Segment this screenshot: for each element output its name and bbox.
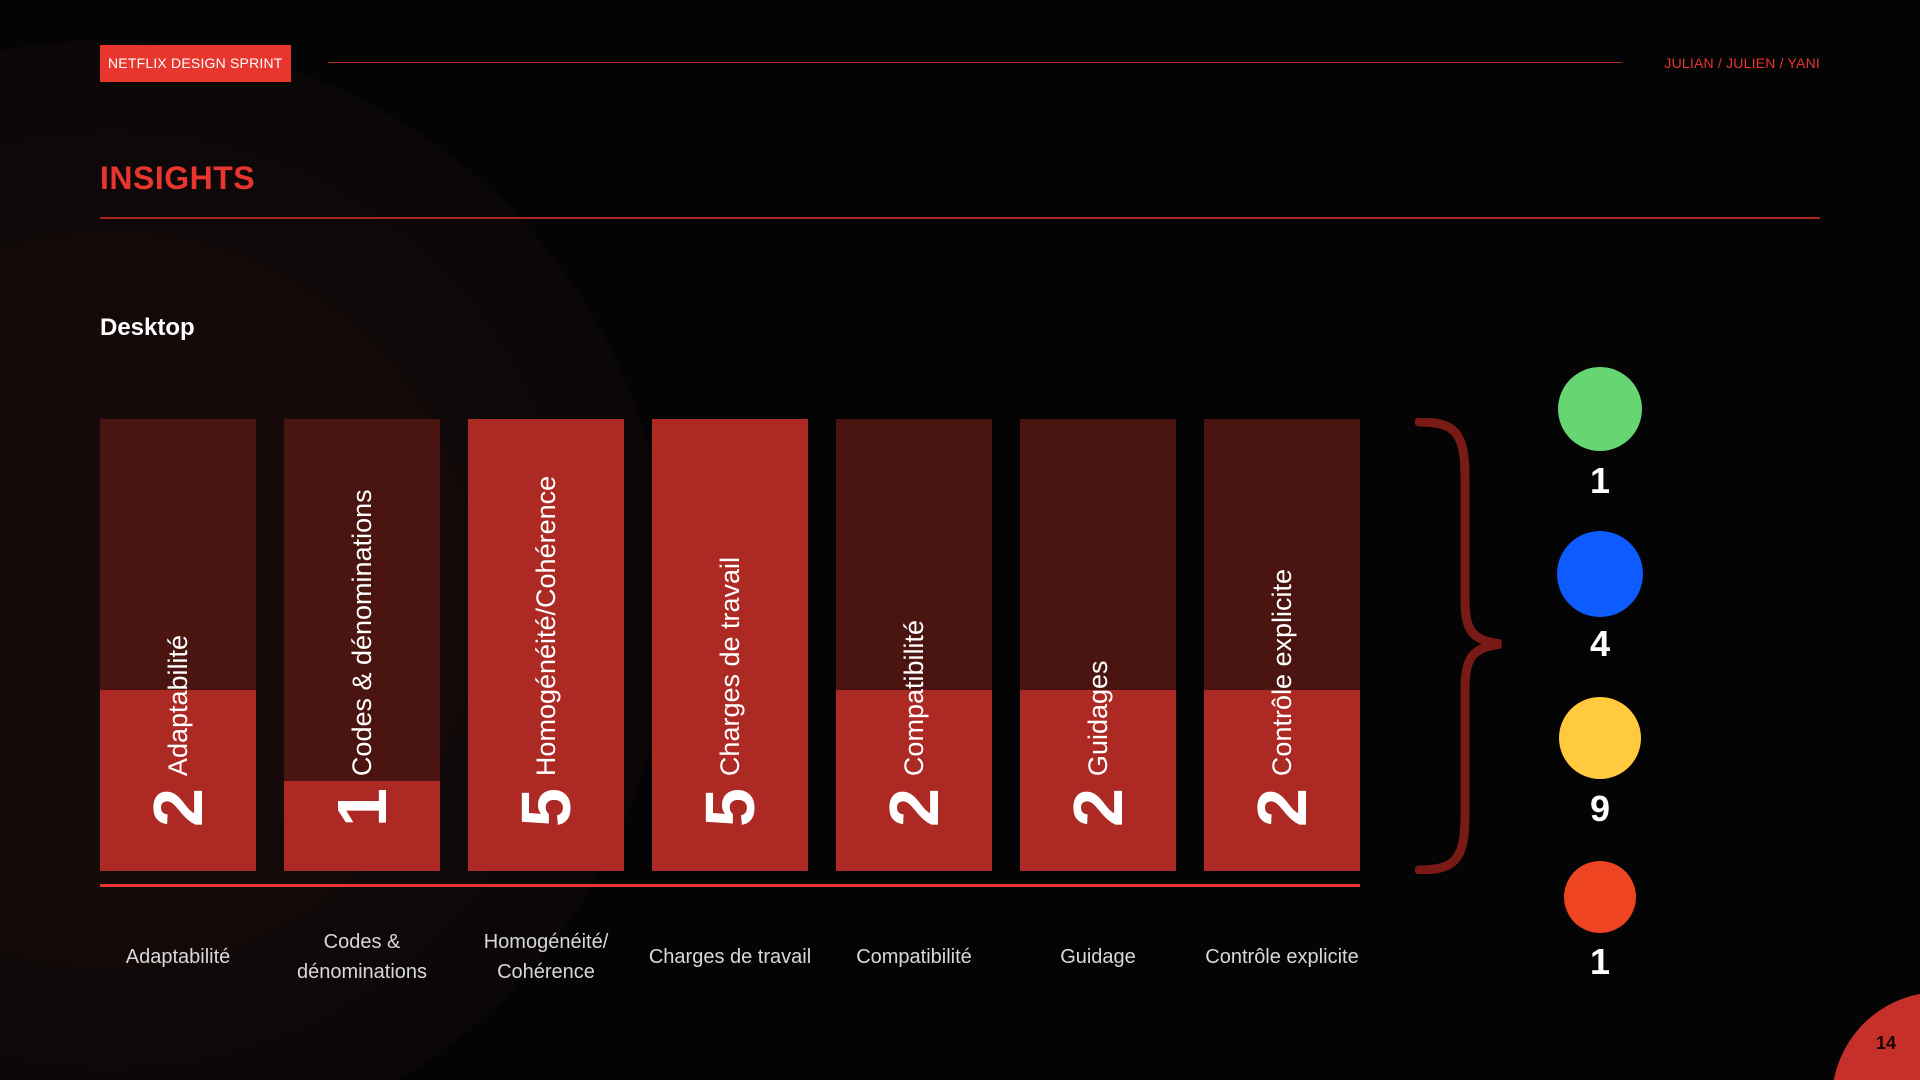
bar-label: Compatibilité	[898, 619, 929, 777]
bar-label: Codes & dénominations	[346, 489, 377, 777]
bar-column: 2 Contrôle explicite	[1204, 419, 1360, 871]
category-label: Codes & dénominations	[296, 931, 428, 983]
sprint-tag: NETFLIX DESIGN SPRINT	[100, 45, 291, 82]
bar-label: Guidages	[1082, 660, 1113, 777]
legend-dot	[1557, 531, 1643, 617]
brace-icon	[1415, 418, 1502, 874]
bar-label: Contrôle explicite	[1266, 568, 1297, 777]
bar-column: 2 Compatibilité	[836, 419, 992, 871]
category-label: Charges de travail	[648, 946, 812, 968]
chart-baseline	[100, 884, 1360, 887]
bar-label: Charges de travail	[714, 556, 745, 777]
bar-text: 5 Homogénéité/Cohérence	[468, 419, 624, 871]
legend-count: 1	[1589, 460, 1611, 501]
legend-dot	[1564, 861, 1636, 933]
authors-label: JULIAN / JULIEN / YANI	[1664, 55, 1820, 71]
legend-dot	[1558, 367, 1642, 451]
section-subtitle: Desktop	[100, 314, 195, 341]
bar-text: 2 Guidages	[1020, 419, 1176, 871]
category-label: Contrôle explicite	[1205, 946, 1359, 968]
title-divider	[100, 217, 1820, 219]
bar-value: 1	[323, 788, 401, 827]
bar-label: Adaptabilité	[162, 634, 193, 777]
bar-fill	[468, 419, 624, 871]
bar-column: 2 Adaptabilité	[100, 419, 256, 871]
bar-value: 5	[691, 788, 769, 827]
bar-fill	[652, 419, 808, 871]
legend-dot	[1559, 697, 1641, 779]
bar-fill	[836, 690, 992, 871]
bar-value: 2	[1059, 788, 1137, 827]
legend-count: 9	[1589, 788, 1611, 829]
category-label: Adaptabilité	[125, 946, 231, 968]
bar-fill	[284, 780, 440, 871]
category-label: Homogénéité/ Cohérence	[483, 931, 609, 983]
bar-text: 2 Compatibilité	[836, 419, 992, 871]
bar-column: 1 Codes & dénominations	[284, 419, 440, 871]
bar-text: 2 Contrôle explicite	[1204, 419, 1360, 871]
bar-text: 5 Charges de travail	[652, 419, 808, 871]
bar-fill	[1204, 690, 1360, 871]
bar-value: 2	[875, 788, 953, 827]
header-divider	[328, 62, 1622, 63]
bar-text: 1 Codes & dénominations	[284, 419, 440, 871]
bar-fill	[1020, 690, 1176, 871]
legend-count: 4	[1589, 623, 1611, 664]
page-number: 14	[1875, 1033, 1896, 1053]
bar-column: 2 Guidages	[1020, 419, 1176, 871]
bar-column: 5 Homogénéité/Cohérence	[468, 419, 624, 871]
bar-column: 5 Charges de travail	[652, 419, 808, 871]
bar-value: 2	[139, 788, 217, 827]
category-label: Guidage	[1060, 946, 1136, 968]
category-label: Compatibilité	[856, 946, 972, 968]
bar-value: 5	[507, 788, 585, 827]
bar-label: Homogénéité/Cohérence	[530, 475, 561, 777]
bar-value: 2	[1243, 788, 1321, 827]
corner-decoration	[1833, 993, 1920, 1080]
bar-chart: 2 Adaptabilité 1 Codes & dénominations 5 Homo…	[100, 419, 1360, 871]
bar-text: 2 Adaptabilité	[100, 419, 256, 871]
bar-fill	[100, 690, 256, 871]
legend-count: 1	[1589, 941, 1611, 982]
page-title: INSIGHTS	[100, 160, 256, 196]
